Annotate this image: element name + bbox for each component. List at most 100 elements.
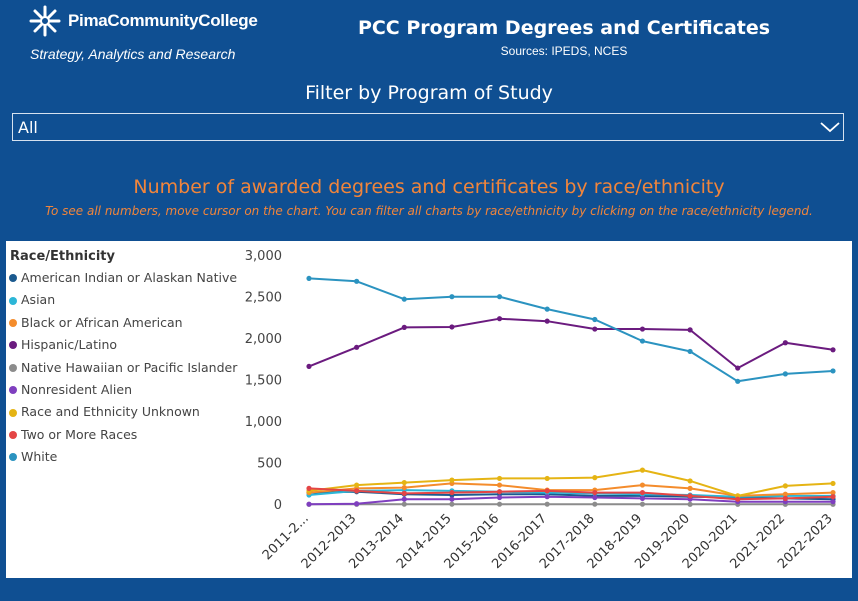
data-point[interactable]: [306, 485, 312, 491]
line-chart[interactable]: 05001,0001,5002,0002,5003,0002011-2...20…: [6, 241, 852, 578]
data-point[interactable]: [830, 480, 836, 487]
data-point[interactable]: [592, 501, 598, 507]
data-point[interactable]: [401, 490, 407, 496]
y-tick-label: 2,000: [245, 332, 282, 347]
data-point[interactable]: [401, 324, 407, 330]
data-point[interactable]: [496, 494, 503, 501]
legend-label: White: [21, 449, 58, 465]
series-line[interactable]: [308, 482, 834, 497]
dropdown-selected-value: All: [18, 118, 38, 137]
department-name: Strategy, Analytics and Research: [30, 46, 236, 62]
legend-dot-icon: [9, 430, 17, 439]
data-point[interactable]: [449, 489, 455, 496]
data-point[interactable]: [687, 501, 693, 507]
legend-item[interactable]: Native Hawaiian or Pacific Islander: [6, 357, 242, 379]
legend-item[interactable]: American Indian or Alaskan Native: [6, 267, 242, 289]
data-point[interactable]: [687, 485, 693, 491]
data-point[interactable]: [401, 496, 407, 502]
legend-item[interactable]: Nonresident Alien: [6, 379, 242, 401]
data-point[interactable]: [354, 488, 360, 494]
legend-item[interactable]: Asian: [6, 289, 242, 311]
data-point[interactable]: [449, 496, 455, 502]
data-point[interactable]: [354, 278, 360, 284]
data-point[interactable]: [782, 483, 788, 489]
data-point[interactable]: [544, 494, 550, 500]
program-filter-dropdown[interactable]: All: [12, 113, 844, 141]
data-point[interactable]: [496, 316, 503, 322]
chart-legend: Race/Ethnicity American Indian or Alaska…: [6, 247, 242, 469]
legend-item[interactable]: Black or African American: [6, 312, 242, 334]
data-point[interactable]: [830, 499, 836, 505]
data-point[interactable]: [401, 479, 407, 486]
data-point[interactable]: [830, 494, 836, 500]
data-point[interactable]: [306, 363, 312, 369]
data-point[interactable]: [401, 484, 407, 491]
data-point[interactable]: [544, 501, 550, 507]
data-point[interactable]: [449, 294, 455, 300]
data-point[interactable]: [687, 493, 693, 499]
data-point[interactable]: [687, 348, 693, 355]
data-point[interactable]: [639, 482, 646, 488]
data-point[interactable]: [639, 501, 646, 507]
data-point[interactable]: [830, 489, 836, 496]
legend-item[interactable]: Race and Ethnicity Unknown: [6, 401, 242, 423]
data-point[interactable]: [830, 368, 836, 374]
legend-label: Nonresident Alien: [21, 381, 132, 397]
college-name: PimaCommunityCollege: [68, 11, 258, 30]
data-point[interactable]: [496, 482, 503, 488]
data-point[interactable]: [544, 318, 550, 324]
data-point[interactable]: [496, 489, 503, 495]
data-point[interactable]: [592, 326, 598, 332]
data-point[interactable]: [735, 365, 741, 371]
y-tick-label: 0: [274, 498, 282, 513]
data-point[interactable]: [639, 489, 646, 496]
data-point[interactable]: [639, 495, 646, 501]
legend-label: American Indian or Alaskan Native: [21, 270, 238, 285]
y-tick-label: 500: [257, 457, 282, 472]
data-point[interactable]: [782, 491, 788, 497]
data-point[interactable]: [544, 475, 550, 482]
data-point[interactable]: [782, 371, 788, 377]
data-point[interactable]: [592, 475, 598, 481]
data-point[interactable]: [639, 326, 646, 332]
data-point[interactable]: [544, 306, 550, 312]
series-line[interactable]: [308, 487, 834, 501]
data-point[interactable]: [687, 327, 693, 333]
data-point[interactable]: [401, 296, 407, 302]
data-point[interactable]: [735, 496, 741, 502]
data-point[interactable]: [592, 316, 598, 323]
data-point[interactable]: [735, 378, 741, 384]
series-line[interactable]: [308, 495, 833, 506]
data-point[interactable]: [639, 467, 646, 473]
data-point[interactable]: [449, 477, 455, 483]
data-point[interactable]: [830, 347, 836, 353]
legend-item[interactable]: Hispanic/Latino: [6, 334, 242, 356]
data-point[interactable]: [354, 501, 360, 507]
data-point[interactable]: [496, 501, 503, 507]
series-line[interactable]: [308, 277, 834, 383]
data-point[interactable]: [496, 294, 503, 300]
data-point[interactable]: [496, 475, 503, 482]
data-point[interactable]: [449, 501, 455, 507]
chevron-down-icon[interactable]: [819, 118, 841, 136]
data-point[interactable]: [687, 478, 693, 484]
legend-dot-icon: [9, 408, 17, 417]
data-point[interactable]: [306, 275, 312, 282]
data-point[interactable]: [401, 501, 407, 507]
legend-label: Black or African American: [21, 314, 183, 330]
series-line[interactable]: [308, 317, 834, 370]
data-point[interactable]: [544, 488, 550, 494]
data-point[interactable]: [306, 501, 312, 507]
data-point[interactable]: [592, 494, 598, 501]
data-point[interactable]: [782, 495, 788, 501]
data-point[interactable]: [592, 489, 598, 496]
y-tick-label: 1,500: [245, 374, 282, 389]
data-point[interactable]: [449, 324, 455, 330]
data-point[interactable]: [639, 338, 646, 344]
data-point[interactable]: [354, 344, 360, 350]
legend-item[interactable]: White: [6, 446, 242, 468]
series-line[interactable]: [308, 469, 834, 497]
data-point[interactable]: [782, 340, 788, 346]
legend-item[interactable]: Two or More Races: [6, 424, 242, 446]
data-point[interactable]: [354, 482, 360, 488]
